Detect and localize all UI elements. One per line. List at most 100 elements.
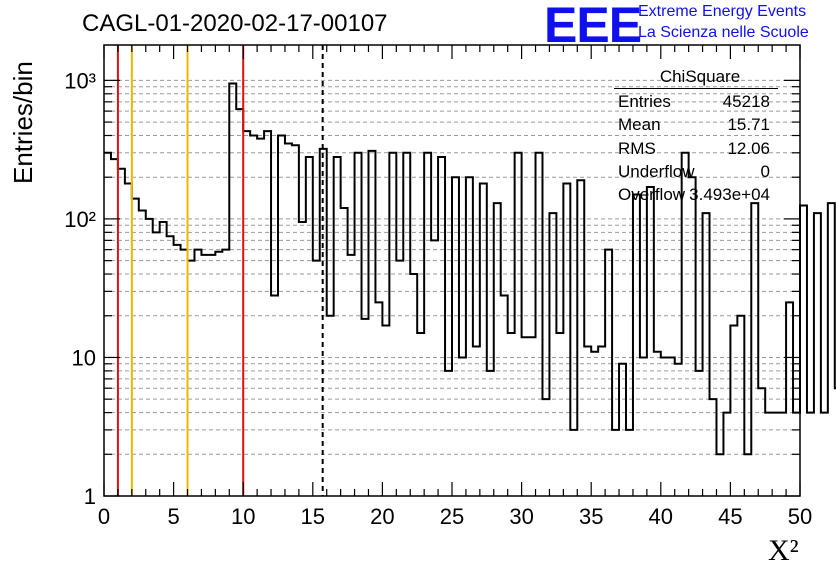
stats-row-underflow: Underflow 0 (612, 160, 778, 183)
histogram-bin (703, 213, 710, 496)
histogram-bin (529, 337, 536, 496)
histogram-bin (744, 454, 751, 496)
histogram-bin (285, 144, 292, 496)
histogram-bin (522, 337, 529, 496)
histogram-bin (146, 219, 153, 496)
histogram-bin (612, 430, 619, 496)
histogram-bin (181, 250, 188, 496)
x-tick-label: 10 (231, 504, 255, 529)
histogram-bin (167, 236, 174, 496)
histogram-bin (362, 319, 369, 496)
histogram-bin (828, 203, 835, 496)
histogram-bin (403, 153, 410, 496)
histogram-bin (737, 316, 744, 496)
grid-lines (104, 79, 800, 497)
x-tick-label: 5 (167, 504, 179, 529)
eee-logo-mark: EEE (544, 0, 642, 53)
x-axis-label: X² (768, 534, 799, 567)
histogram-bin (208, 255, 215, 496)
histogram-bins (104, 82, 836, 496)
histogram-bin (417, 333, 424, 496)
histogram-bin (194, 250, 201, 496)
histogram-bin (250, 135, 257, 496)
histogram-bin (243, 131, 250, 496)
histogram-bin (327, 316, 334, 496)
histogram-bin (389, 153, 396, 496)
histogram-bin (710, 399, 717, 496)
histogram-series (104, 82, 836, 456)
stats-value: 15.71 (727, 115, 770, 135)
stats-value: 12.06 (727, 138, 770, 158)
histogram-bin (542, 399, 549, 496)
histogram-bin (570, 430, 577, 496)
histogram-bin (355, 153, 362, 496)
histogram-bin (125, 184, 132, 496)
histogram-bin (779, 413, 786, 496)
x-tick-label: 15 (301, 504, 325, 529)
stats-value: 45218 (722, 92, 770, 111)
x-tick-label: 30 (509, 504, 533, 529)
x-tick-label: 35 (579, 504, 603, 529)
histogram-bin (410, 274, 417, 496)
stats-key: Entries (618, 92, 671, 111)
histogram-bin (229, 83, 236, 496)
histogram-bin (772, 413, 779, 496)
stats-row-mean: Mean 15.71 (612, 113, 778, 136)
histogram-bin (696, 371, 703, 496)
histogram-bin (299, 222, 306, 496)
histogram-bin (153, 232, 160, 496)
histogram-bin (716, 454, 723, 496)
histogram-bin (758, 388, 765, 496)
histogram-bin (647, 187, 654, 496)
histogram-bin (341, 208, 348, 496)
histogram-bin (619, 364, 626, 496)
histogram-bin (424, 153, 431, 496)
histogram-bin (292, 145, 299, 496)
histogram-bin (515, 153, 522, 496)
histogram-bin (751, 203, 758, 496)
histogram-bin (438, 157, 445, 496)
x-tick-label: 40 (649, 504, 673, 529)
histogram-bin (306, 157, 313, 496)
tick-labels: 0 5 10 15 20 25 30 35 40 45 50 1 10 10² 10³ (64, 68, 812, 529)
histogram-bin (584, 346, 591, 496)
histogram-bin (111, 159, 118, 496)
histogram-bin (174, 245, 181, 496)
histogram-bin (549, 213, 556, 496)
histogram-bin (382, 326, 389, 496)
histogram-bin (633, 195, 640, 496)
annotation-lines (116, 45, 324, 496)
histogram-bin (640, 357, 647, 496)
x-tick-label: 25 (440, 504, 464, 529)
stats-divider (614, 88, 778, 89)
histogram-bin (563, 184, 570, 496)
y-tick-label: 10³ (64, 68, 96, 93)
histogram-bin (821, 413, 828, 496)
histogram-bin (591, 352, 598, 496)
histogram-bin (480, 184, 487, 496)
histogram-bin (368, 151, 375, 496)
histogram-bin (452, 177, 459, 496)
x-tick-label: 20 (370, 504, 394, 529)
histogram-bin (800, 205, 807, 496)
histogram-bin (264, 131, 271, 496)
y-tick-label: 10² (64, 207, 96, 232)
histogram-bin (431, 240, 438, 496)
histogram-bin (536, 153, 543, 496)
histogram-bin (313, 261, 320, 496)
stats-row-rms: RMS 12.06 (612, 137, 778, 160)
histogram-bin (654, 352, 661, 496)
stats-value: 0 (760, 161, 770, 181)
x-tick-label: 45 (718, 504, 742, 529)
histogram-bin (459, 357, 466, 496)
histogram-bin (104, 153, 111, 496)
stats-row-entries: Entries 45218 (612, 90, 778, 113)
histogram-bin (160, 222, 167, 496)
histogram-bin (139, 211, 146, 496)
histogram-bin (765, 413, 772, 496)
histogram-bin (661, 357, 668, 496)
logo-line-1: Extreme Energy Events (638, 3, 807, 20)
histogram-bin (236, 109, 243, 496)
histogram-bin (626, 430, 633, 496)
